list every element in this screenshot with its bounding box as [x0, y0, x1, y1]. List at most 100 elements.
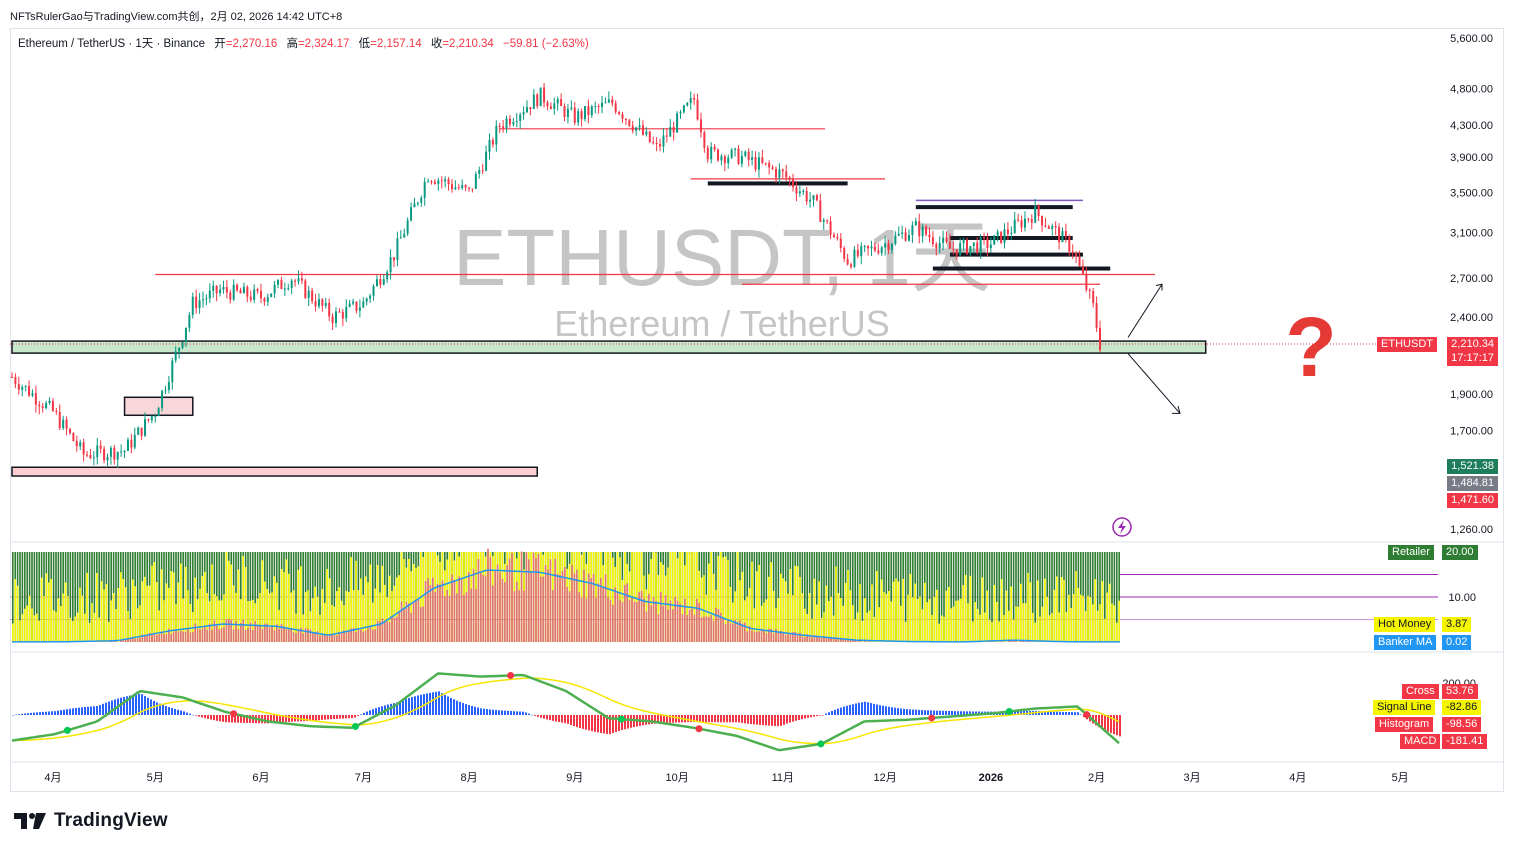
banker-bar: [314, 631, 316, 642]
macd-histogram-bar: [126, 696, 128, 715]
time-axis-tick: 9月: [566, 772, 583, 784]
retailer-bar: [1113, 552, 1116, 642]
retailer-bar: [1051, 552, 1053, 642]
macd-histogram-bar: [591, 715, 593, 732]
candle-body: [464, 185, 467, 188]
hot-money-bar: [1058, 612, 1060, 642]
hot-money-bar: [1056, 576, 1058, 642]
candle-body: [239, 290, 242, 294]
macd-histogram-bar: [33, 712, 35, 715]
macd-histogram-bar: [273, 715, 275, 723]
candle-body: [447, 179, 450, 185]
candle-body: [908, 234, 911, 241]
macd-histogram-bar: [891, 707, 893, 715]
hot-money-bar: [998, 621, 1000, 642]
price-tag-gray[interactable]: 1,484.81: [1447, 476, 1498, 491]
macd-histogram-bar: [1074, 712, 1076, 715]
macd-histogram-bar: [747, 715, 749, 724]
hot-money-bar: [1041, 606, 1044, 642]
capital-flow-pane[interactable]: 10.00: [10, 548, 1476, 643]
candle-body: [832, 234, 835, 238]
candle-body: [137, 427, 140, 435]
candle-body: [607, 99, 610, 103]
macd-histogram-bar: [579, 715, 581, 729]
macd-histogram-bar: [576, 715, 578, 728]
symbol-title[interactable]: Ethereum / TetherUS · 1天 · Binance: [18, 38, 206, 50]
macd-histogram-bar: [798, 715, 800, 720]
candle-body: [413, 203, 416, 208]
macd-histogram-bar: [450, 697, 452, 715]
macd-histogram-bar: [540, 715, 542, 718]
macd-histogram-bar: [54, 711, 56, 715]
banker-bar: [247, 628, 249, 642]
macd-histogram-bar: [417, 695, 419, 715]
candle-body: [454, 187, 457, 190]
macd-histogram-bar: [804, 715, 806, 719]
banker-bar: [144, 635, 146, 642]
macd-histogram-bar: [615, 715, 617, 733]
hot-money-bar: [1072, 594, 1075, 642]
last-price-tag[interactable]: 2,210.34: [1447, 337, 1498, 352]
retailer-bar: [1084, 552, 1087, 642]
candle-body: [867, 245, 870, 249]
price-tag-green[interactable]: 1,521.38: [1447, 459, 1498, 474]
hot-money-bar: [316, 596, 319, 642]
macd-histogram-bar: [744, 715, 746, 724]
hot-money-bar: [763, 602, 765, 642]
hot-money-bar: [403, 559, 405, 642]
hot-money-bar: [1032, 612, 1034, 642]
candle-body: [181, 341, 184, 348]
candle-body: [369, 295, 372, 299]
candle-body: [553, 103, 556, 109]
banker-bar: [261, 628, 264, 642]
banker-bar: [672, 609, 674, 642]
price-tag-red[interactable]: 1,471.60: [1447, 493, 1498, 508]
hot-money-bar: [151, 565, 153, 642]
macd-histogram-bar: [825, 713, 827, 715]
macd-histogram-bar: [339, 715, 341, 719]
banker-bar: [432, 577, 434, 642]
price-pane[interactable]: [10, 82, 1438, 477]
macd-pane[interactable]: 200.00: [11, 671, 1476, 752]
macd-histogram-bar: [1014, 711, 1016, 715]
tradingview-brand[interactable]: TradingView: [14, 810, 168, 832]
candle-body: [34, 393, 37, 405]
candle-body: [877, 250, 880, 254]
banker-bar: [676, 600, 679, 642]
banker-bar: [561, 571, 564, 642]
candle-body: [133, 434, 136, 448]
lightning-icon[interactable]: [1112, 517, 1132, 537]
banker-bar: [513, 591, 516, 642]
macd-histogram-bar: [960, 711, 962, 715]
cross-value: 53.76: [1442, 684, 1478, 699]
macd-histogram-bar: [378, 707, 380, 715]
symbol-tag[interactable]: ETHUSDT: [1377, 337, 1437, 352]
banker-bar: [410, 612, 412, 642]
candle-body: [82, 442, 85, 455]
macd-histogram-bar: [249, 715, 251, 724]
banker-bar: [460, 577, 463, 642]
hot-money-bar: [172, 572, 175, 642]
retailer-bar: [115, 552, 117, 642]
time-axis-tick: 3月: [1184, 772, 1201, 784]
hot-money-bar: [314, 586, 316, 642]
banker-bar: [223, 627, 225, 642]
candle-body: [996, 231, 999, 236]
macd-histogram-bar: [561, 715, 563, 723]
macd-histogram-bar: [240, 715, 242, 723]
hot-money-bar: [194, 577, 196, 642]
banker-bar: [252, 629, 254, 642]
cross-marker: [230, 710, 238, 718]
retailer-bar: [24, 552, 26, 642]
macd-histogram-bar: [330, 715, 332, 720]
hot-money-bar: [1082, 595, 1084, 642]
hot-money-bar: [393, 585, 396, 642]
macd-histogram-bar: [267, 715, 269, 724]
macd-histogram-bar: [948, 710, 950, 715]
macd-histogram-bar: [348, 715, 350, 719]
hot-money-bar: [832, 615, 835, 642]
hot-money-bar: [170, 571, 172, 642]
hot-money-bar: [235, 592, 237, 642]
hot-money-value: 3.87: [1442, 617, 1472, 632]
